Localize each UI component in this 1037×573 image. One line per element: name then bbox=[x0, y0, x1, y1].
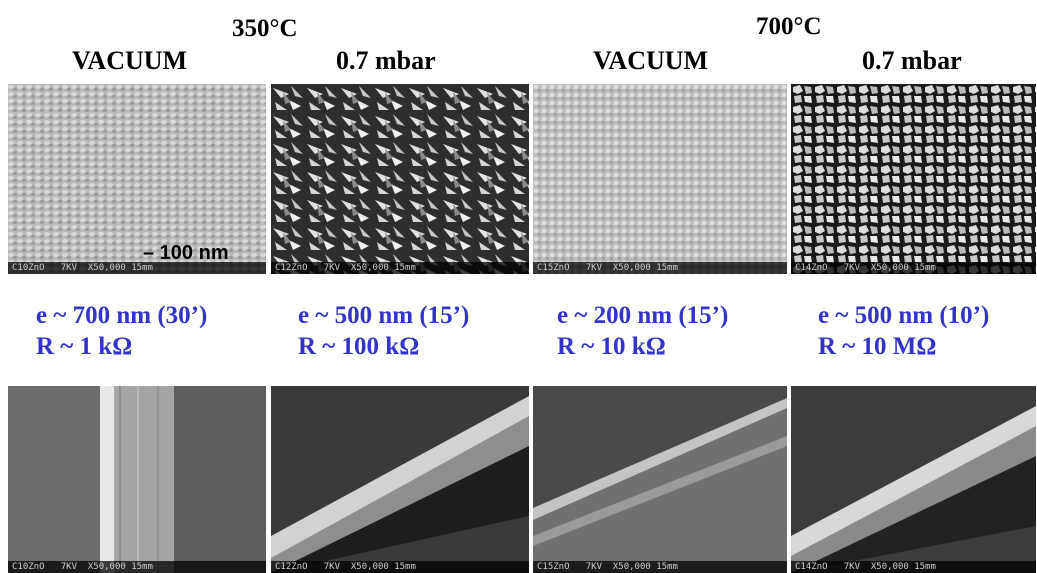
measurement-block-3: e ~ 200 nm (15’) R ~ 10 kΩ bbox=[557, 300, 728, 362]
thickness-value: e ~ 500 nm (10’) bbox=[818, 302, 990, 329]
sem-caption: C10ZnO 7KV X50,000 15mm bbox=[8, 262, 266, 274]
thickness-value: e ~ 500 nm (15’) bbox=[298, 302, 470, 329]
sem-cross-section-image-1: C10ZnO 7KV X50,000 15mm bbox=[8, 386, 266, 573]
sem-caption: C10ZnO 7KV X50,000 15mm bbox=[8, 561, 266, 573]
sem-caption: C12ZnO 7KV X50,000 15mm bbox=[271, 262, 529, 274]
temperature-350-label: 350°C bbox=[232, 15, 298, 42]
sem-surface-image-1: – 100 nm C10ZnO 7KV X50,000 15mm bbox=[8, 84, 266, 274]
thickness-value: e ~ 700 nm (30’) bbox=[36, 302, 208, 329]
measurement-block-4: e ~ 500 nm (10’) R ~ 10 MΩ bbox=[818, 300, 989, 362]
sem-caption: C12ZnO 7KV X50,000 15mm bbox=[271, 561, 529, 573]
column-header-pressure-350: 0.7 mbar bbox=[336, 46, 436, 75]
measurement-block-2: e ~ 500 nm (15’) R ~ 100 kΩ bbox=[298, 300, 469, 362]
measurement-block-1: e ~ 700 nm (30’) R ~ 1 kΩ bbox=[36, 300, 207, 362]
sem-caption: C14ZnO 7KV X50,000 15mm bbox=[791, 561, 1036, 573]
column-header-vacuum-350: VACUUM bbox=[72, 46, 188, 75]
column-header-pressure-700: 0.7 mbar bbox=[862, 46, 962, 75]
sem-caption: C15ZnO 7KV X50,000 15mm bbox=[533, 561, 787, 573]
sem-surface-image-2: C12ZnO 7KV X50,000 15mm bbox=[271, 84, 529, 274]
resistance-value: R ~ 100 kΩ bbox=[298, 333, 420, 360]
resistance-value: R ~ 10 MΩ bbox=[818, 333, 937, 360]
sem-caption: C15ZnO 7KV X50,000 15mm bbox=[533, 262, 787, 274]
resistance-value: R ~ 1 kΩ bbox=[36, 333, 133, 360]
resistance-value: R ~ 10 kΩ bbox=[557, 333, 666, 360]
sem-cross-section-image-3: C15ZnO 7KV X50,000 15mm bbox=[533, 386, 787, 573]
sem-caption: C14ZnO 7KV X50,000 15mm bbox=[791, 262, 1036, 274]
sem-cross-section-image-4: C14ZnO 7KV X50,000 15mm bbox=[791, 386, 1036, 573]
sem-cross-section-image-2: C12ZnO 7KV X50,000 15mm bbox=[271, 386, 529, 573]
sem-surface-image-4: C14ZnO 7KV X50,000 15mm bbox=[791, 84, 1036, 274]
sem-surface-image-3: C15ZnO 7KV X50,000 15mm bbox=[533, 84, 787, 274]
scale-bar-label: – 100 nm bbox=[143, 242, 229, 264]
temperature-700-label: 700°C bbox=[756, 13, 822, 40]
thickness-value: e ~ 200 nm (15’) bbox=[557, 302, 729, 329]
column-header-vacuum-700: VACUUM bbox=[593, 46, 709, 75]
